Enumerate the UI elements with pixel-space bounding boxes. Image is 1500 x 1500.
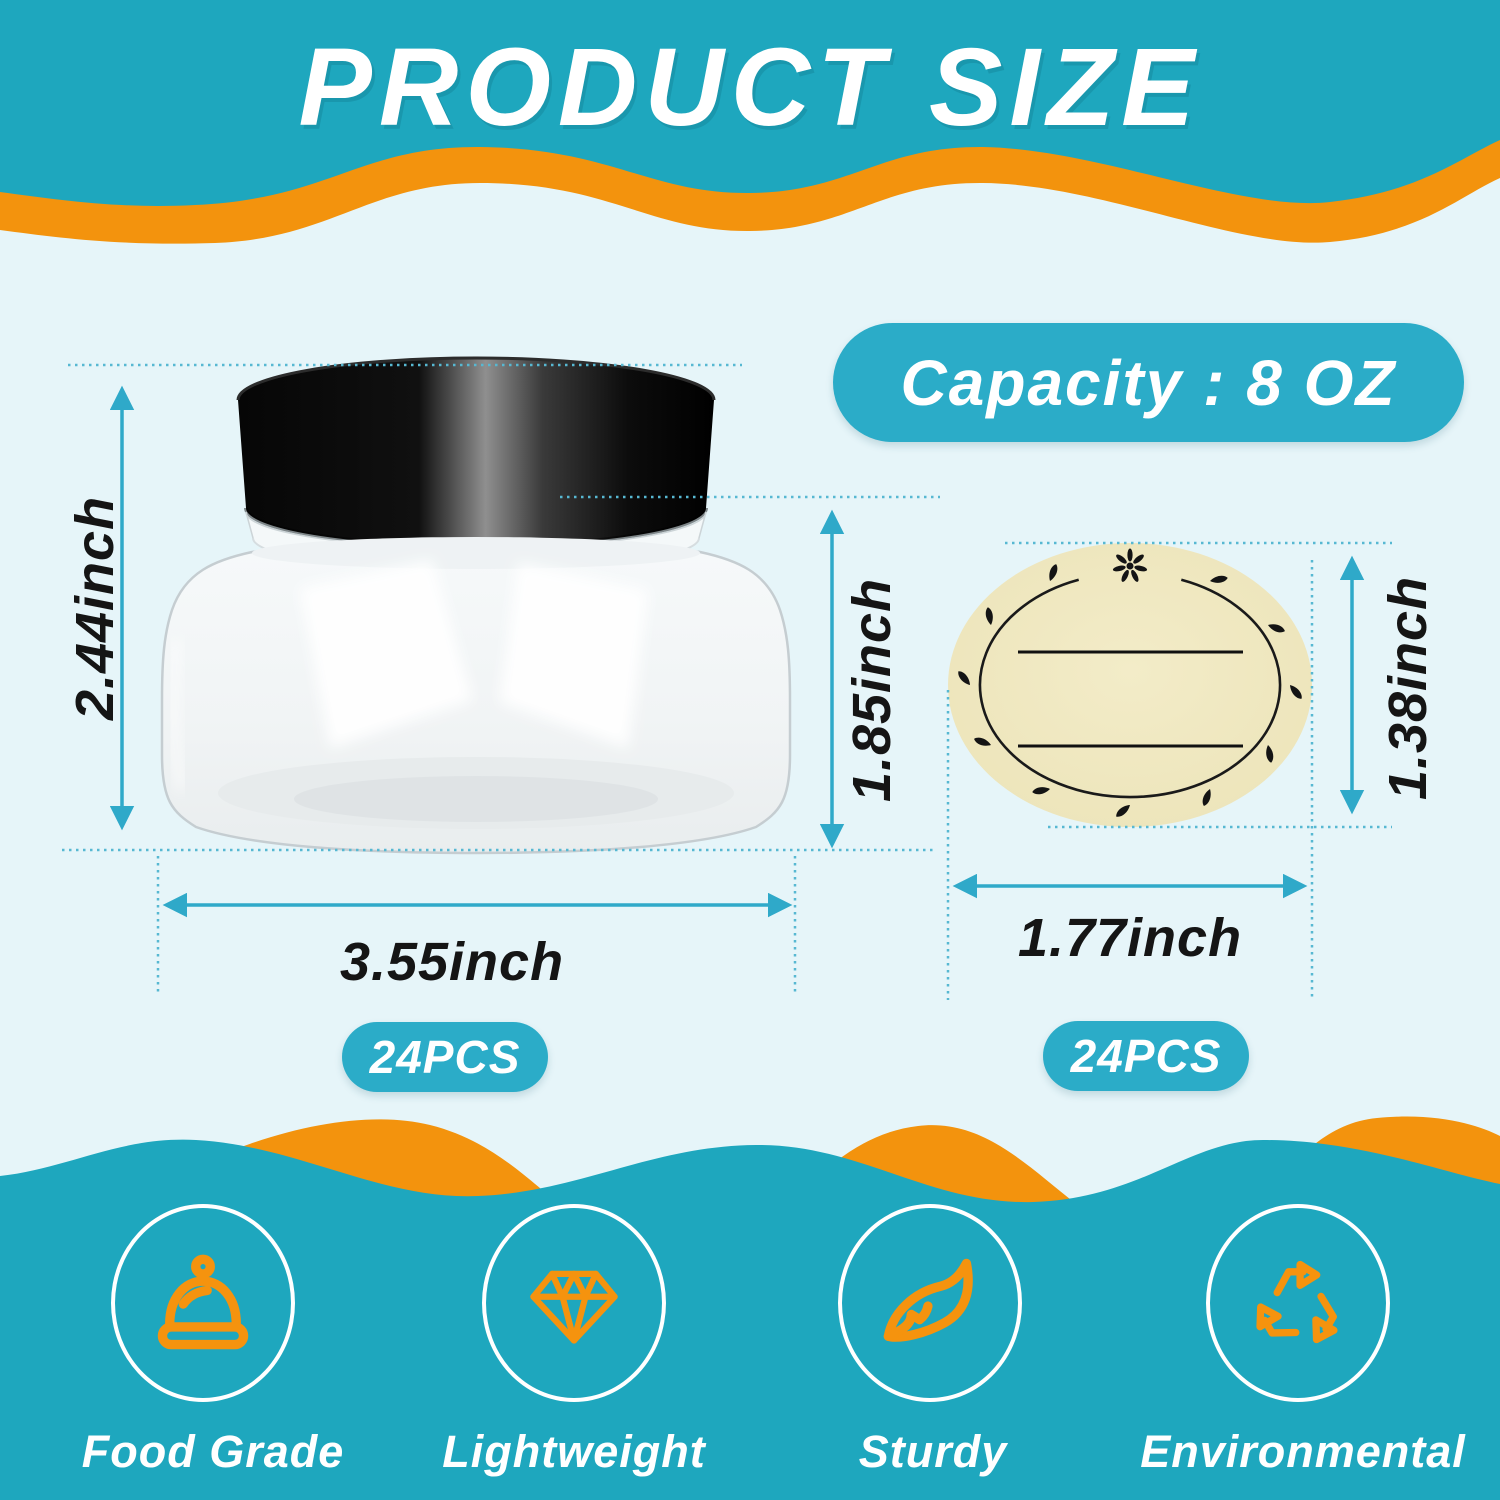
feature-circle-sturdy [838,1204,1022,1402]
feature-label-sturdy: Sturdy [858,1426,1008,1477]
top-wave-teal [0,0,1500,206]
sticker-oval [948,543,1312,827]
sticker-image [948,543,1312,827]
sticker-width-dimension: 1.77inch [1017,908,1243,968]
feature-label-environmental: Environmental [1140,1426,1466,1477]
sticker-count-badge: 24PCS [1043,1021,1249,1091]
feature-circle-lightweight [482,1204,666,1402]
jar-count-badge: 24PCS [342,1022,548,1092]
capacity-badge: Capacity : 8 OZ [833,323,1464,442]
capacity-label: Capacity : 8 OZ [900,346,1397,419]
sticker-vine-ring [978,578,1282,799]
diamond-icon [530,1270,618,1344]
feature-circle-food-grade [111,1204,295,1402]
jar-lid [238,358,714,546]
jar-shoulder-shade [252,537,700,569]
page-title: PRODUCT SIZE [298,26,1202,149]
sticker-leaves [958,564,1302,817]
jar-edge-sheen [169,639,186,791]
bottom-wave-teal [0,1139,1500,1500]
sticker-flower [1112,548,1148,582]
jar-glass-highlight-right [500,563,648,748]
jar-count-label: 24PCS [369,1031,521,1083]
leaf-icon [883,1258,973,1342]
jar-image [160,356,792,855]
jar-total-height-dimension: 2.44inch [65,495,125,721]
jar-glass-highlight-left [300,560,472,748]
jar-body-height-dimension: 1.85inch [842,577,902,803]
jar-width-dimension: 3.55inch [339,932,565,992]
feature-label-lightweight: Lightweight [442,1426,706,1477]
sticker-count-label: 24PCS [1070,1030,1222,1082]
jar-floor-highlight [294,776,658,822]
dimension-arrows [109,385,1365,918]
sticker-height-dimension: 1.38inch [1378,575,1438,801]
cloche-icon [157,1254,249,1350]
feature-label-food-grade: Food Grade [81,1426,345,1477]
feature-circle-environmental [1206,1204,1390,1402]
sticker-write-lines [1018,650,1243,748]
recycle-icon [1256,1260,1338,1344]
jar-lid-top-edge [236,356,716,401]
bottom-wave-band [0,1116,1500,1500]
top-wave-banner [0,0,1500,244]
dotted-leader-lines [62,363,1392,1000]
